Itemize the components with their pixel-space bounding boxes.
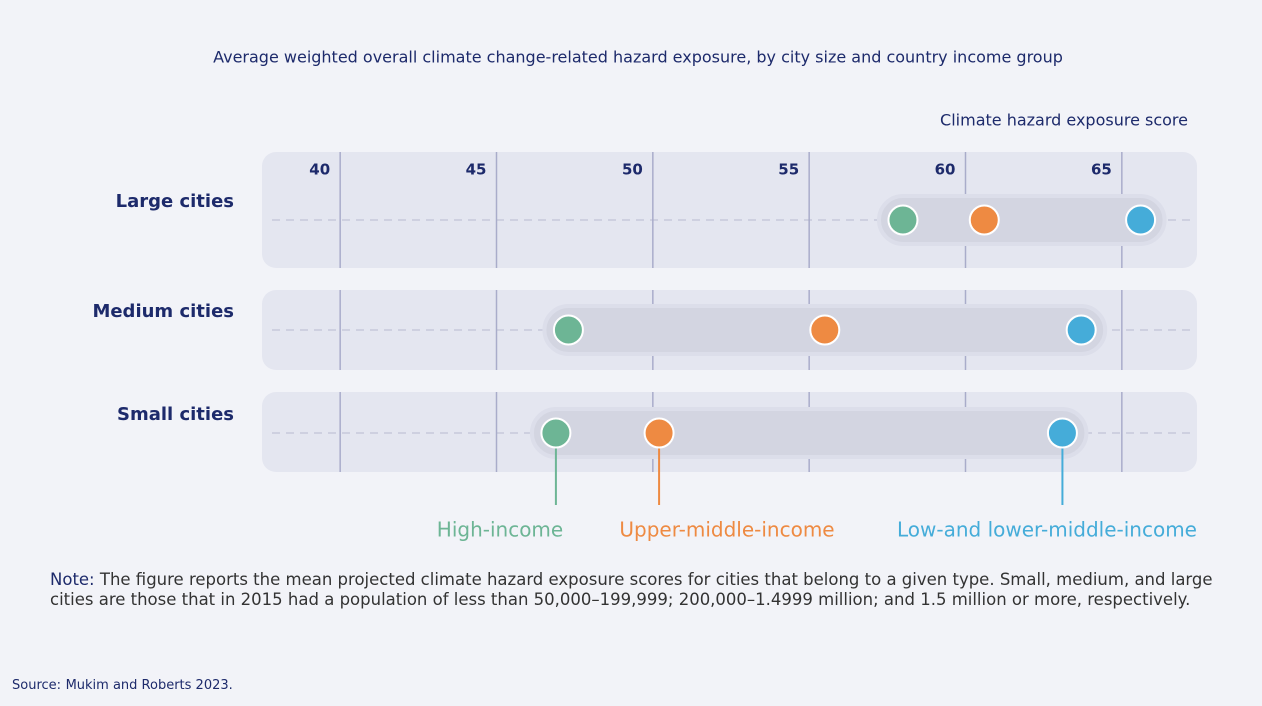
note-label: Note: [50, 570, 95, 589]
legend-label: High-income [437, 518, 563, 542]
note: Note: The figure reports the mean projec… [50, 570, 1240, 610]
legend-label: Upper-middle-income [619, 518, 834, 542]
chart-title: Average weighted overall climate change-… [213, 48, 1063, 67]
x-tick-label: 55 [778, 161, 799, 179]
x-tick-label: 45 [466, 161, 487, 179]
category-label: Small cities [117, 404, 234, 425]
source-label: Source: [12, 678, 62, 693]
dot [887, 204, 919, 236]
x-tick-label: 65 [1091, 161, 1112, 179]
x-tick-label: 50 [622, 161, 643, 179]
dot [1065, 314, 1097, 346]
dot [1046, 417, 1078, 449]
dot [809, 314, 841, 346]
range-bar [876, 194, 1167, 246]
category-label: Medium cities [92, 301, 234, 322]
axis-label: Climate hazard exposure score [940, 111, 1188, 130]
chart: Average weighted overall climate change-… [92, 48, 1197, 542]
source-text: Mukim and Roberts 2023. [65, 678, 233, 693]
category-label: Large cities [116, 191, 234, 212]
source: Source: Mukim and Roberts 2023. [12, 678, 233, 693]
range-bar [529, 407, 1089, 459]
note-text: The figure reports the mean projected cl… [50, 570, 1213, 609]
x-tick-label: 40 [309, 161, 330, 179]
dot [540, 417, 572, 449]
dot [643, 417, 675, 449]
x-tick-label: 60 [935, 161, 956, 179]
dot [1125, 204, 1157, 236]
legend-label: Low-and lower-middle-income [897, 518, 1197, 542]
dot [552, 314, 584, 346]
dot [968, 204, 1000, 236]
